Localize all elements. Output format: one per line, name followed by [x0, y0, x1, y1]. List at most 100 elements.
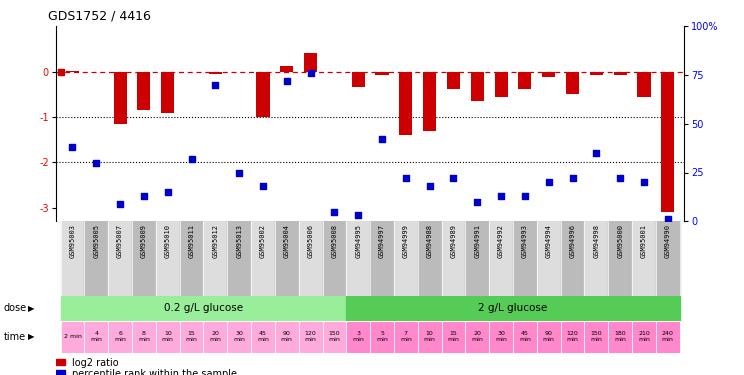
Text: GSM94990: GSM94990	[665, 224, 671, 258]
Text: GSM94995: GSM94995	[355, 224, 362, 258]
Text: GSM94992: GSM94992	[498, 224, 504, 258]
Text: ▶: ▶	[28, 332, 35, 341]
Bar	[632, 321, 656, 352]
Bar	[490, 321, 513, 352]
Bar	[352, 72, 365, 87]
Bar	[394, 321, 418, 352]
Point	[519, 193, 531, 199]
Bar	[84, 221, 108, 296]
Bar	[656, 321, 680, 352]
Bar	[638, 72, 650, 96]
Text: GSM94989: GSM94989	[450, 224, 457, 258]
Text: 180
min: 180 min	[615, 331, 626, 342]
Bar	[590, 72, 603, 75]
Text: 2 min: 2 min	[63, 334, 81, 339]
Bar	[227, 221, 251, 296]
Bar	[418, 221, 442, 296]
Text: GSM95011: GSM95011	[188, 224, 194, 258]
Text: 240
min: 240 min	[662, 331, 674, 342]
Bar	[471, 72, 484, 101]
Text: GSM95007: GSM95007	[117, 224, 123, 258]
Bar	[280, 66, 293, 72]
Bar	[251, 321, 275, 352]
Point	[615, 176, 626, 181]
Bar	[161, 72, 174, 113]
Bar	[376, 72, 388, 75]
Bar	[322, 321, 346, 352]
Text: 30
min: 30 min	[496, 331, 507, 342]
Bar	[60, 321, 84, 352]
Bar	[466, 321, 490, 352]
Bar	[60, 296, 346, 321]
Text: GDS1752 / 4416: GDS1752 / 4416	[48, 9, 151, 22]
Text: dose: dose	[4, 303, 27, 313]
Bar	[609, 221, 632, 296]
Text: time: time	[4, 332, 26, 342]
Bar	[609, 321, 632, 352]
Point	[66, 144, 78, 150]
Point	[376, 136, 388, 142]
Bar	[114, 72, 126, 124]
Text: 45
min: 45 min	[257, 331, 269, 342]
Text: GSM95004: GSM95004	[283, 224, 290, 258]
Point	[185, 156, 197, 162]
Bar	[298, 321, 322, 352]
Text: GSM94988: GSM94988	[426, 224, 433, 258]
Text: GSM95009: GSM95009	[141, 224, 147, 258]
Bar	[513, 221, 537, 296]
Text: 150
min: 150 min	[591, 331, 603, 342]
Bar	[423, 72, 436, 130]
Text: GSM95013: GSM95013	[236, 224, 242, 258]
Bar	[585, 321, 609, 352]
Bar	[132, 221, 155, 296]
Bar	[275, 321, 298, 352]
Text: 120
min: 120 min	[305, 331, 316, 342]
Text: GSM94991: GSM94991	[475, 224, 481, 258]
Bar	[203, 221, 227, 296]
Bar	[495, 72, 507, 96]
Bar	[132, 321, 155, 352]
Point	[448, 176, 460, 181]
Text: GSM95001: GSM95001	[641, 224, 647, 258]
Bar	[400, 72, 412, 135]
Text: 4
min: 4 min	[90, 331, 102, 342]
Text: 150
min: 150 min	[329, 331, 340, 342]
Bar	[60, 221, 84, 296]
Point	[233, 170, 245, 176]
Point	[280, 78, 292, 84]
Text: 45
min: 45 min	[519, 331, 531, 342]
Bar	[108, 321, 132, 352]
Point	[424, 183, 436, 189]
Bar	[537, 221, 561, 296]
Bar	[84, 321, 108, 352]
Bar	[394, 221, 418, 296]
Text: 7
min: 7 min	[400, 331, 411, 342]
Text: 8
min: 8 min	[138, 331, 150, 342]
Bar	[66, 71, 79, 72]
Text: GSM95003: GSM95003	[69, 224, 75, 258]
Text: GSM95005: GSM95005	[93, 224, 99, 258]
Text: percentile rank within the sample: percentile rank within the sample	[71, 369, 237, 375]
Bar	[138, 72, 150, 110]
Text: 5
min: 5 min	[376, 331, 388, 342]
Bar	[203, 321, 227, 352]
Bar	[346, 296, 680, 321]
Bar	[513, 321, 537, 352]
Bar	[346, 221, 371, 296]
Text: 20
min: 20 min	[472, 331, 484, 342]
Bar	[56, 358, 65, 365]
Text: 90
min: 90 min	[543, 331, 555, 342]
Point	[138, 193, 150, 199]
Text: GSM94993: GSM94993	[522, 224, 528, 258]
Point	[567, 176, 579, 181]
Bar	[519, 72, 531, 89]
Bar	[346, 321, 371, 352]
Bar	[179, 221, 203, 296]
Bar	[447, 72, 460, 89]
Text: 90
min: 90 min	[280, 331, 292, 342]
Bar	[275, 221, 298, 296]
Text: GSM94994: GSM94994	[546, 224, 552, 258]
Point	[472, 199, 484, 205]
Bar	[632, 221, 656, 296]
Text: 2 g/L glucose: 2 g/L glucose	[478, 303, 548, 313]
